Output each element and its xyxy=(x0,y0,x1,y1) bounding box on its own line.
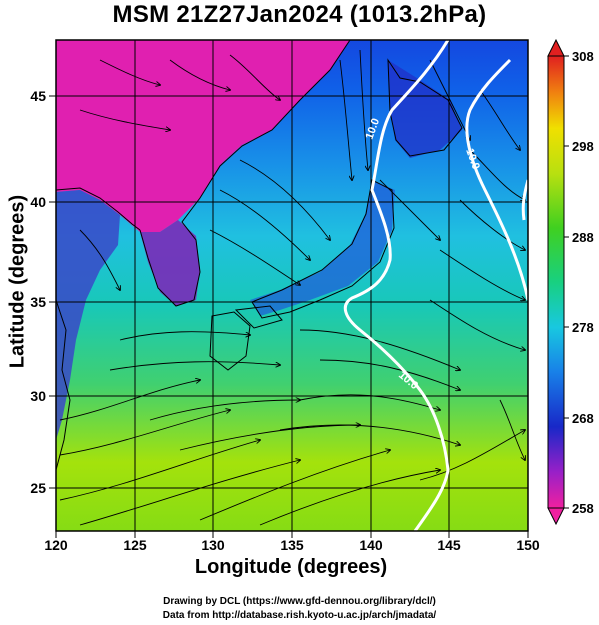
grid xyxy=(56,40,528,531)
colorbar-tick-label: 268 xyxy=(572,411,594,426)
colorbar-scale xyxy=(547,55,565,509)
colorbar xyxy=(547,38,569,526)
colorbar-tick-label: 278 xyxy=(572,320,594,335)
y-axis-label: Latitude (degrees) xyxy=(6,194,29,369)
x-ticks xyxy=(55,531,529,538)
x-axis-label: Longitude (degrees) xyxy=(194,556,388,578)
x-tick-label: 145 xyxy=(437,537,461,553)
x-tick-label: 125 xyxy=(123,537,147,553)
colorbar-bottom-arrow xyxy=(547,507,565,526)
colorbar-top-arrow xyxy=(547,38,565,57)
x-tick-label: 120 xyxy=(44,537,68,553)
colorbar-tick-label: 298 xyxy=(572,139,594,154)
cold-air-mass xyxy=(56,40,350,232)
y-tick-label: 40 xyxy=(30,194,46,210)
isotherm-line xyxy=(465,58,528,301)
x-tick-label: 140 xyxy=(359,537,383,553)
y-ticks xyxy=(49,95,56,489)
hokkaido-cold xyxy=(388,60,462,158)
colorbar-tick-label: 258 xyxy=(572,501,594,516)
credit-data: Data from http://database.rish.kyoto-u.a… xyxy=(162,610,437,621)
isotherm-line xyxy=(343,40,450,531)
colorbar-tick-label: 288 xyxy=(572,230,594,245)
x-tick-label: 135 xyxy=(280,537,304,553)
chart-title: MSM 21Z27Jan2024 (1013.2hPa) xyxy=(112,1,487,28)
y-tick-label: 45 xyxy=(30,88,46,104)
coastlines xyxy=(56,40,463,471)
isotherm-line xyxy=(521,179,528,221)
plot-area: 10.0 10.0 10.0 xyxy=(56,40,528,531)
y-tick-label: 25 xyxy=(30,480,46,496)
x-tick-label: 130 xyxy=(201,537,225,553)
x-tick-label: 150 xyxy=(516,537,540,553)
y-tick-label: 30 xyxy=(30,388,46,404)
korea-peninsula-cold xyxy=(140,220,200,306)
y-tick-label: 35 xyxy=(30,294,46,310)
credit-drawing: Drawing by DCL (https://www.gfd-dennou.o… xyxy=(163,596,436,607)
colorbar-tick-label: 308 xyxy=(572,49,594,64)
isotherms xyxy=(343,40,528,531)
china-coast-cold xyxy=(56,190,120,440)
